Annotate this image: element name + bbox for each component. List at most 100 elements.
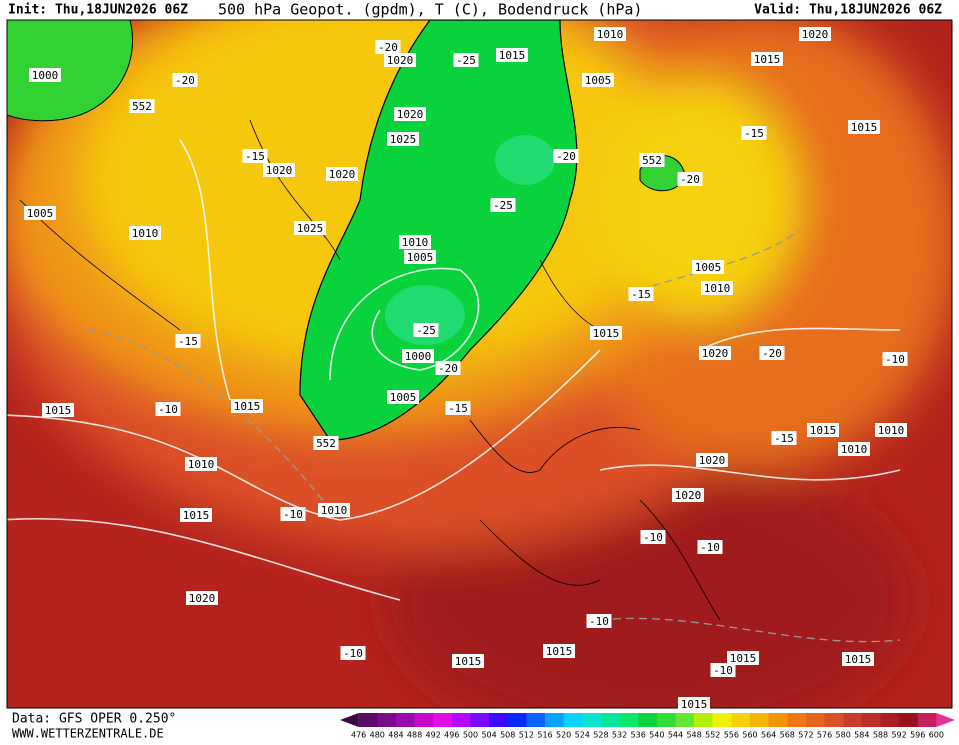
label-box [594,27,626,41]
colorbar-label: 524 [575,731,590,740]
label-box [129,99,155,113]
contour-label: 552 [132,100,152,113]
colorbar-label: 492 [426,731,441,740]
contour-label: 1015 [754,53,781,66]
colorbar-cell [619,713,639,727]
colorbar-label: 584 [854,731,869,740]
label-box [701,281,733,295]
contour-label: 1020 [329,168,356,181]
contour-label: 1010 [402,236,429,249]
contour-label: 1010 [132,227,159,240]
label-box [640,530,666,544]
contour-label: -25 [493,199,513,212]
colorbar-cell [377,713,397,727]
contour-label: -15 [178,335,198,348]
colorbar-label: 484 [388,731,403,740]
colorbar-label: 596 [910,731,925,740]
label-box [180,508,212,522]
colorbar-cell [489,713,509,727]
label-box [771,431,797,445]
colorbar-cell [675,713,695,727]
label-box [175,334,201,348]
contour-label: 1015 [681,698,708,711]
contour-label: -25 [416,324,436,337]
contour-label: 1010 [878,424,905,437]
label-box [590,326,622,340]
contour-label: 1015 [730,652,757,665]
colorbar-cell [861,713,881,727]
label-box [242,149,268,163]
label-box [848,120,880,134]
contour-label: 1005 [27,207,54,220]
colorbar-arrow [936,713,955,727]
label-box [692,260,724,274]
label-box [399,235,431,249]
contour-label: -25 [456,54,476,67]
contour-label: 1005 [585,74,612,87]
label-box [384,53,416,67]
colorbar-cell [712,713,732,727]
contour-label: 1010 [597,28,624,41]
colorbar-cell [414,713,434,727]
label-box [186,591,218,605]
contour-label: 1015 [546,645,573,658]
label-box [882,352,908,366]
contour-label: -10 [700,541,720,554]
contour-label: -20 [556,150,576,163]
label-box [129,226,161,240]
colorbar-label: 588 [873,731,888,740]
colorbar-label: 572 [798,731,813,740]
contour-label: 1010 [321,504,348,517]
contour-label: 1025 [297,222,324,235]
colorbar-label: 488 [407,731,422,740]
label-box [185,457,217,471]
colorbar-cell [582,713,602,727]
colorbar-arrow [340,713,359,727]
colorbar-label: 520 [556,731,571,740]
label-box [842,652,874,666]
label-box [24,206,56,220]
contour-label: -10 [589,615,609,628]
colorbar-cell [880,713,900,727]
contour-label: 1005 [695,261,722,274]
label-box [672,488,704,502]
contour-label: 1015 [810,424,837,437]
colorbar-cell [656,713,676,727]
colorbar-label: 552 [705,731,720,740]
contour-label: -10 [885,353,905,366]
init-time: Init: Thu,18JUN2026 06Z [8,3,188,18]
label-box [387,132,419,146]
label-box [231,399,263,413]
contour-label: 1020 [266,164,293,177]
contour-label: 1015 [851,121,878,134]
label-box [759,346,785,360]
contour-label: 1015 [499,49,526,62]
label-box [875,423,907,437]
contour-label: -20 [438,362,458,375]
label-box [340,646,366,660]
colorbar-cell [768,713,788,727]
label-box [582,73,614,87]
colorbar-label: 536 [631,731,646,740]
colorbar-cell [507,713,527,727]
label-box [294,221,326,235]
colorbar-label: 516 [537,731,552,740]
colorbar-cell [917,713,937,727]
label-box [313,436,339,450]
contour-label: 1010 [704,282,731,295]
colorbar-cell [694,713,714,727]
contour-label: -15 [448,402,468,415]
label-box [727,651,759,665]
colorbar-cell [899,713,919,727]
colorbar-cell [358,713,378,727]
contour-label: -10 [158,403,178,416]
label-box [553,149,579,163]
contour-label: 1015 [45,404,72,417]
colorbar-cell [395,713,416,727]
colorbar-label: 540 [649,731,664,740]
colorbar-label: 556 [724,731,739,740]
colorbar-label: 600 [929,731,944,740]
label-box [453,53,479,67]
contour-label: -20 [680,173,700,186]
